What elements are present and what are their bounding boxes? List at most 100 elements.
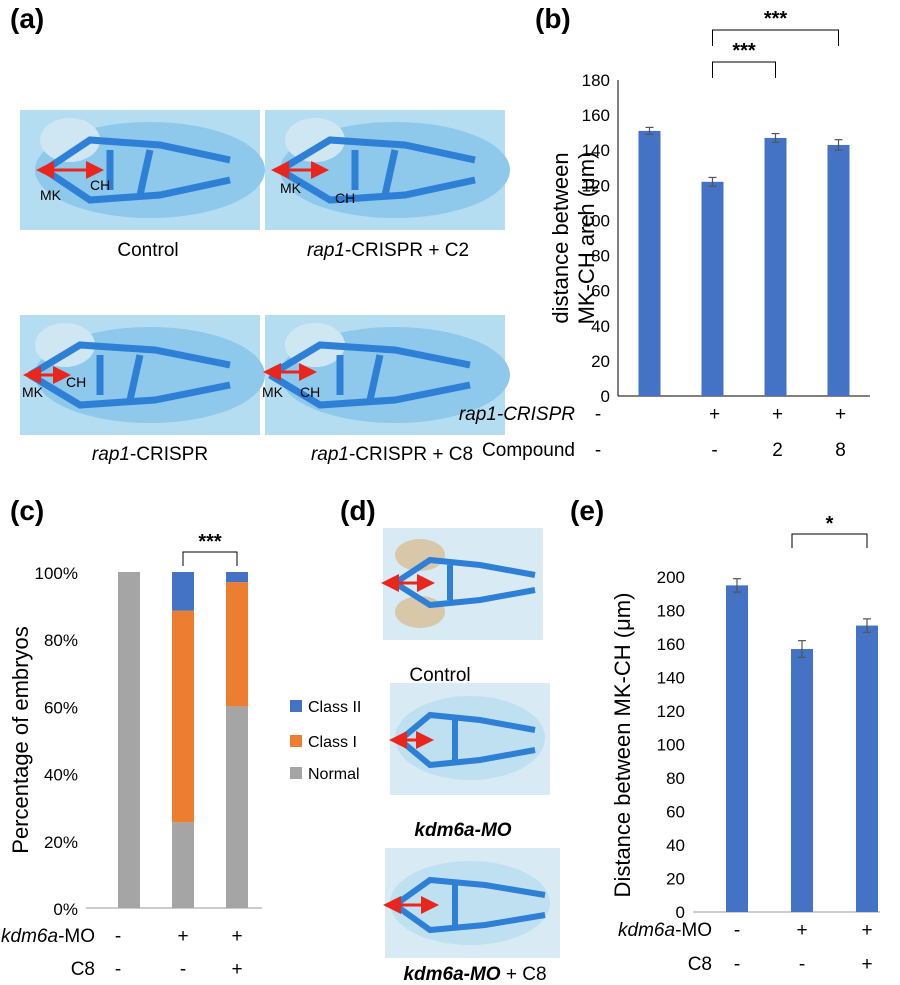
- row-cell: +: [861, 954, 872, 975]
- legend-swatch-class1: [290, 735, 302, 747]
- mk-label: MK: [40, 187, 62, 203]
- row-label: Compound: [482, 440, 575, 461]
- y-tick-label: 40%: [44, 766, 78, 785]
- y-tick-label: 20%: [44, 833, 78, 852]
- larva-image-d-control: [381, 528, 543, 640]
- row-label: kdm6a-MO: [1, 926, 95, 947]
- stacked-bar-segment: [226, 582, 248, 707]
- mk-label: MK: [280, 180, 302, 196]
- y-tick-label: 40: [591, 317, 610, 336]
- y-tick-label: 20: [666, 870, 685, 889]
- panel-label-e: (e): [570, 495, 604, 526]
- ch-label: CH: [90, 177, 110, 193]
- chart-b: 0 20 40 60 80 100 120 140 160 180 distance between…: [459, 8, 870, 461]
- y-tick-label: 0%: [53, 900, 78, 919]
- y-tick-label: 100: [582, 211, 610, 230]
- caption-control: Control: [117, 240, 178, 261]
- row-cell: +: [709, 404, 720, 425]
- y-tick-label: 120: [582, 176, 610, 195]
- mk-label: MK: [22, 384, 44, 400]
- larva-image-control: MK CH: [20, 110, 265, 230]
- row-cell: -: [180, 959, 186, 980]
- row-cell: +: [796, 920, 807, 941]
- panel-d: Control kdm6a-MO kdm6a-MO + C8: [381, 528, 560, 985]
- caption-d-kdm6a: kdm6a-MO: [414, 820, 511, 841]
- significance-label: *: [826, 513, 834, 535]
- row-cell: +: [231, 926, 242, 947]
- bar: [701, 181, 724, 396]
- y-tick-label: 160: [657, 635, 685, 654]
- legend-label-class1: Class I: [308, 734, 357, 751]
- row-cell: -: [115, 926, 121, 947]
- significance-label: ***: [732, 40, 756, 62]
- row-cell: -: [115, 959, 121, 980]
- y-tick-label: 180: [582, 71, 610, 90]
- larva-image-d-kdm6a-c8: [383, 848, 560, 958]
- row-cell: -: [799, 954, 805, 975]
- larva-image-d-kdm6a: [389, 683, 550, 795]
- row-cell: -: [595, 440, 601, 461]
- row-label: kdm6a-MO: [618, 920, 712, 941]
- significance-label: ***: [198, 531, 222, 553]
- panel-label-b: (b): [535, 3, 571, 34]
- ch-label: CH: [66, 374, 86, 390]
- bar: [638, 130, 661, 396]
- caption-rap1: rap1-CRISPR: [92, 444, 208, 465]
- row-label: rap1-CRISPR: [459, 404, 575, 425]
- mk-label: MK: [262, 384, 284, 400]
- caption-d-kdm6a-c8: kdm6a-MO + C8: [403, 964, 546, 985]
- significance-bracket: [712, 61, 776, 78]
- bar: [726, 585, 748, 912]
- significance-label: ***: [764, 8, 788, 30]
- panel-label-d: (d): [340, 495, 376, 526]
- larva-image-rap1-c8: MK CH: [262, 315, 510, 435]
- significance-bracket: [791, 533, 868, 548]
- row-cell: 2: [772, 440, 783, 461]
- stacked-bar-segment: [172, 572, 194, 611]
- legend-c: Class II Class I Normal: [290, 699, 361, 783]
- y-tick-label: 100%: [35, 564, 78, 583]
- y-tick-label: 180: [657, 602, 685, 621]
- y-tick-label: 140: [582, 141, 610, 160]
- row-cell: +: [772, 404, 783, 425]
- y-tick-label: 140: [657, 669, 685, 688]
- ch-label: CH: [300, 384, 320, 400]
- y-tick-label: 60: [666, 803, 685, 822]
- y-tick-label: 80: [591, 247, 610, 266]
- legend-swatch-normal: [290, 767, 302, 779]
- bar: [856, 625, 878, 912]
- row-cell: -: [711, 440, 717, 461]
- legend-label-normal: Normal: [308, 766, 360, 783]
- panel-a: MK CH MK CH MK CH: [20, 110, 510, 465]
- panel-label-c: (c): [10, 495, 44, 526]
- y-tick-label: 60: [591, 282, 610, 301]
- stacked-bar-segment: [226, 706, 248, 908]
- y-tick-label: 80%: [44, 631, 78, 650]
- caption-rap1-c8: rap1-CRISPR + C8: [311, 444, 473, 465]
- y-tick-label: 0: [601, 387, 610, 406]
- y-tick-label: 160: [582, 106, 610, 125]
- stacked-bar-segment: [226, 572, 248, 583]
- ch-label: CH: [335, 190, 355, 206]
- panel-label-a: (a): [10, 3, 44, 34]
- bar: [764, 137, 787, 396]
- stacked-bar-segment: [118, 572, 140, 908]
- row-cell: -: [734, 954, 740, 975]
- row-cell: +: [861, 920, 872, 941]
- legend-swatch-class2: [290, 700, 302, 712]
- row-label: C8: [688, 954, 712, 975]
- bar: [827, 144, 850, 396]
- y-tick-label: 100: [657, 736, 685, 755]
- chart-c: 0% 20% 40% 60% 80% 100% Percentage of embryos k…: [1, 531, 262, 980]
- y-tick-label: 60%: [44, 698, 78, 717]
- y-tick-label: 200: [657, 568, 685, 587]
- larva-image-rap1-c2: MK CH: [265, 110, 510, 230]
- y-tick-label: 0: [676, 903, 685, 922]
- caption-d-control: Control: [409, 665, 470, 686]
- larva-image-rap1: MK CH: [20, 315, 265, 435]
- caption-rap1-c2: rap1-CRISPR + C2: [307, 240, 469, 261]
- chart-e: 0 20 40 60 80 100 120 140 160 180 200 Distance betw…: [610, 513, 880, 975]
- row-cell: +: [177, 926, 188, 947]
- significance-bracket: [182, 551, 238, 566]
